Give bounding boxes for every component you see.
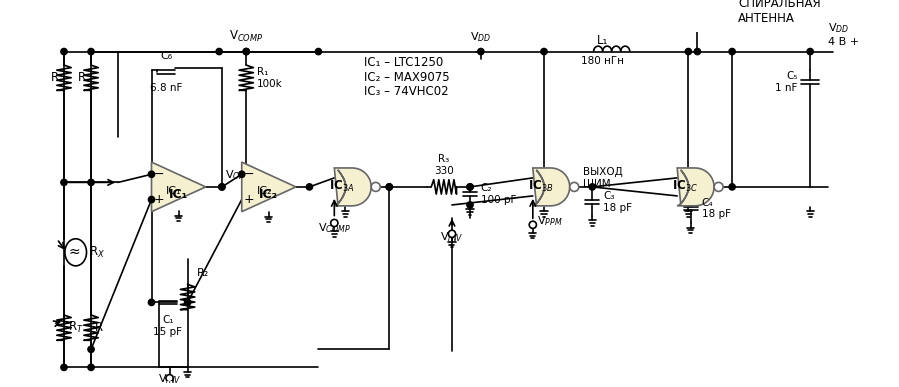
- Circle shape: [807, 48, 814, 55]
- Text: R₃
330: R₃ 330: [434, 154, 454, 176]
- Text: IC$_{3A}$: IC$_{3A}$: [329, 179, 354, 194]
- Polygon shape: [677, 168, 714, 206]
- Circle shape: [729, 184, 735, 190]
- Circle shape: [243, 48, 249, 55]
- Text: −: −: [154, 168, 164, 181]
- Text: V$_{OI}$: V$_{OI}$: [226, 169, 244, 182]
- Text: C₆: C₆: [160, 51, 172, 61]
- Text: V$_{INV}$: V$_{INV}$: [157, 372, 182, 386]
- Text: ВЫХОД
ШИМ: ВЫХОД ШИМ: [583, 167, 623, 189]
- Text: R₂: R₂: [197, 268, 209, 277]
- Circle shape: [88, 346, 94, 353]
- Circle shape: [589, 184, 595, 190]
- Polygon shape: [334, 168, 371, 206]
- Circle shape: [88, 364, 94, 370]
- Text: V$_{DD}$: V$_{DD}$: [470, 31, 492, 45]
- Circle shape: [61, 48, 67, 55]
- Text: +: +: [244, 193, 254, 206]
- Text: V$_{DD}$
4 В +: V$_{DD}$ 4 В +: [828, 22, 859, 47]
- Circle shape: [467, 202, 473, 208]
- Text: 6.8 nF: 6.8 nF: [150, 83, 182, 93]
- Text: 180 нГн: 180 нГн: [581, 56, 624, 66]
- Circle shape: [88, 48, 94, 55]
- Polygon shape: [242, 162, 296, 212]
- Circle shape: [477, 48, 484, 55]
- Text: IC$_{3B}$: IC$_{3B}$: [528, 179, 553, 194]
- Circle shape: [218, 184, 225, 190]
- Circle shape: [88, 179, 94, 185]
- Text: R$_X$: R$_X$: [89, 245, 105, 260]
- Text: R: R: [78, 71, 86, 84]
- Circle shape: [729, 48, 735, 55]
- Text: C₅
1 nF: C₅ 1 nF: [775, 72, 797, 93]
- Circle shape: [386, 184, 393, 190]
- Text: IC₁: IC₁: [169, 188, 188, 200]
- Text: IC₁: IC₁: [166, 187, 182, 197]
- Circle shape: [331, 219, 338, 227]
- Circle shape: [449, 230, 456, 238]
- Text: V$_{INV}$: V$_{INV}$: [441, 230, 464, 244]
- Text: C₁
15 pF: C₁ 15 pF: [153, 315, 182, 337]
- Circle shape: [148, 171, 155, 177]
- Circle shape: [467, 184, 473, 190]
- Circle shape: [530, 221, 537, 228]
- Text: L₁: L₁: [597, 34, 609, 47]
- Bar: [685, 0, 710, 24]
- Ellipse shape: [65, 239, 86, 266]
- Circle shape: [216, 48, 222, 55]
- Circle shape: [61, 179, 67, 185]
- Text: ≈: ≈: [68, 245, 80, 259]
- Text: IC₂: IC₂: [256, 187, 272, 197]
- Text: R$_T$: R$_T$: [67, 320, 84, 335]
- Circle shape: [238, 171, 245, 177]
- Circle shape: [570, 182, 579, 192]
- Circle shape: [148, 196, 155, 203]
- Polygon shape: [152, 162, 206, 212]
- Text: IC₂: IC₂: [259, 188, 279, 200]
- Circle shape: [386, 184, 393, 190]
- Text: C₃
18 pF: C₃ 18 pF: [603, 192, 632, 213]
- Text: IC$_{3C}$: IC$_{3C}$: [672, 179, 698, 194]
- Circle shape: [685, 48, 691, 55]
- Circle shape: [307, 184, 313, 190]
- Text: V$_{PPM}$: V$_{PPM}$: [538, 214, 563, 228]
- Text: СПИРАЛЬНАЯ
АНТЕННА: СПИРАЛЬНАЯ АНТЕННА: [738, 0, 821, 25]
- Circle shape: [467, 184, 473, 190]
- Text: −: −: [244, 168, 254, 181]
- Circle shape: [694, 48, 700, 55]
- Text: C₄
18 pF: C₄ 18 pF: [701, 198, 731, 219]
- Circle shape: [243, 48, 249, 55]
- Text: R₁
100k: R₁ 100k: [257, 67, 283, 89]
- Text: C₂
100 pF: C₂ 100 pF: [481, 183, 516, 205]
- Circle shape: [371, 182, 380, 192]
- Circle shape: [61, 364, 67, 370]
- Text: IC₃ – 74VHC02: IC₃ – 74VHC02: [363, 85, 449, 98]
- Circle shape: [714, 182, 723, 192]
- Polygon shape: [533, 168, 570, 206]
- Text: V$_{COMP}$: V$_{COMP}$: [229, 29, 263, 45]
- Bar: [690, 4, 705, 18]
- Circle shape: [166, 375, 174, 382]
- Text: IC₂ – MAX9075: IC₂ – MAX9075: [363, 70, 450, 84]
- Text: R: R: [51, 71, 59, 84]
- Circle shape: [184, 299, 191, 306]
- Circle shape: [218, 184, 225, 190]
- Circle shape: [148, 299, 155, 306]
- Circle shape: [316, 48, 322, 55]
- Bar: [694, 7, 701, 15]
- Text: IC₁ – LTC1250: IC₁ – LTC1250: [363, 56, 443, 69]
- Text: +: +: [154, 193, 164, 206]
- Text: R: R: [94, 321, 102, 334]
- Bar: [680, 0, 716, 29]
- Circle shape: [541, 48, 547, 55]
- Text: V$_{COMP}$: V$_{COMP}$: [318, 221, 351, 235]
